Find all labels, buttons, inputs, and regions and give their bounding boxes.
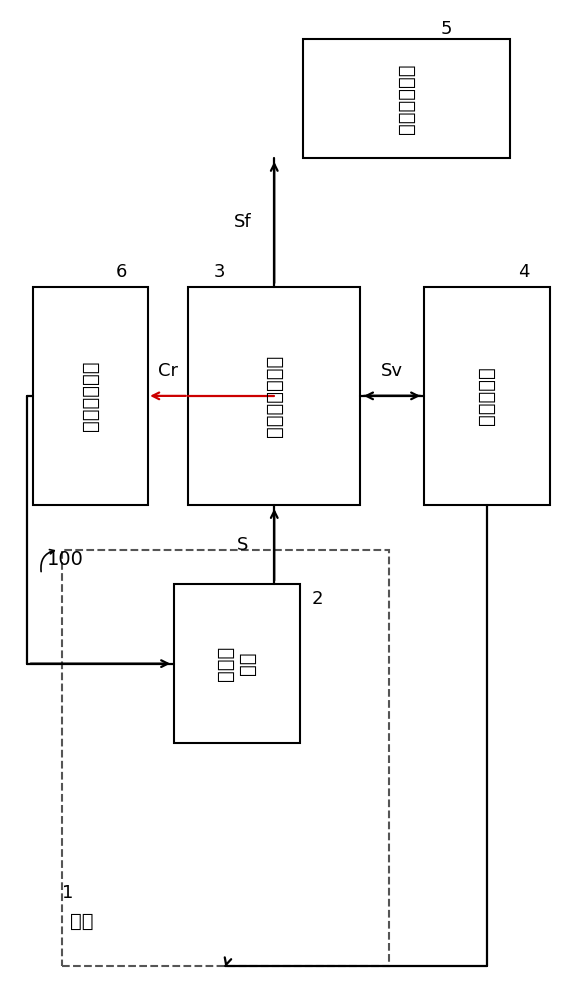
Text: 6: 6 (116, 263, 128, 281)
Text: 3: 3 (214, 263, 226, 281)
Bar (424, 287, 550, 505)
Text: 2: 2 (311, 590, 323, 608)
Text: 锅炉: 锅炉 (71, 912, 94, 931)
Bar (33, 287, 148, 505)
Text: Sv: Sv (381, 362, 403, 380)
FancyArrowPatch shape (41, 550, 54, 572)
Text: 100: 100 (47, 550, 84, 569)
Bar (188, 287, 360, 505)
Text: 传感器控制器: 传感器控制器 (81, 361, 100, 431)
Text: 1: 1 (62, 884, 73, 902)
Text: Cr: Cr (158, 362, 178, 380)
Text: 传感器验证装置: 传感器验证装置 (265, 355, 284, 437)
Text: 优化控制器: 优化控制器 (477, 366, 496, 425)
Bar (62, 550, 389, 966)
Text: 4: 4 (518, 263, 530, 281)
Text: 图形用户界面: 图形用户界面 (397, 63, 416, 134)
Bar (303, 39, 510, 158)
Text: Sf: Sf (234, 213, 251, 231)
Bar (174, 584, 300, 743)
Text: 5: 5 (441, 20, 452, 38)
Text: S: S (237, 536, 248, 554)
Text: 传感器
网格: 传感器 网格 (216, 646, 258, 681)
